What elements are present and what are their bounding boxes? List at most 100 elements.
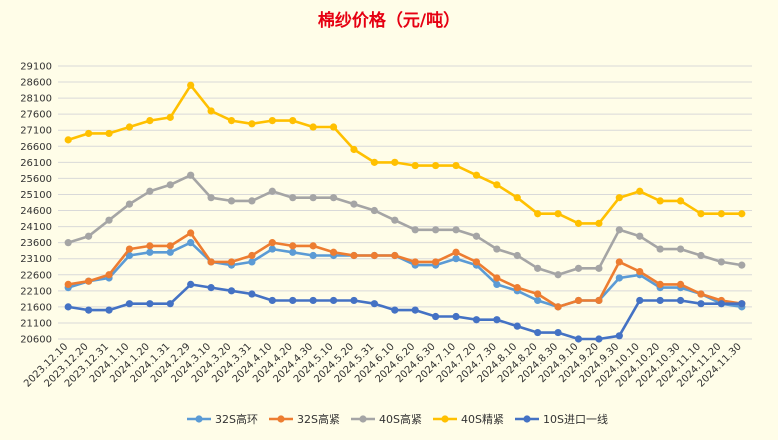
data-point <box>656 296 664 305</box>
data-point <box>493 181 501 189</box>
data-point <box>268 296 276 305</box>
data-point <box>513 251 521 260</box>
data-point <box>411 226 419 234</box>
data-point <box>636 187 644 195</box>
data-point <box>166 248 174 256</box>
y-tick-label: 29100 <box>20 62 52 73</box>
data-point <box>309 251 317 260</box>
data-point <box>85 232 93 240</box>
data-point <box>472 316 481 324</box>
data-point <box>125 245 134 253</box>
data-point <box>493 245 501 253</box>
data-point <box>187 81 195 89</box>
data-point <box>493 274 501 282</box>
data-point <box>554 271 562 279</box>
y-tick-label: 24600 <box>20 206 52 217</box>
data-point <box>534 210 542 218</box>
legend-swatch-marker <box>359 415 367 423</box>
data-point <box>227 258 236 266</box>
legend-swatch-marker <box>195 415 203 423</box>
series-line <box>67 84 742 225</box>
data-point <box>452 226 460 234</box>
data-point <box>738 300 746 308</box>
data-point <box>717 210 725 218</box>
data-point <box>738 210 746 218</box>
data-point <box>187 239 195 247</box>
data-point <box>615 226 623 234</box>
legend-entry: 32S高紧 <box>297 412 340 426</box>
data-point <box>656 280 664 288</box>
data-point <box>574 296 583 305</box>
data-point <box>248 120 256 128</box>
data-point <box>64 303 72 311</box>
y-tick-label: 22100 <box>20 286 52 297</box>
data-point <box>472 171 481 179</box>
data-point <box>595 335 603 343</box>
data-point <box>166 300 174 308</box>
data-point <box>289 296 297 305</box>
data-point <box>534 290 542 298</box>
data-point <box>309 296 317 305</box>
data-point <box>289 117 297 125</box>
data-point <box>309 123 317 131</box>
data-point <box>595 219 603 227</box>
series-line <box>67 283 742 341</box>
legend-entry: 32S高环 <box>215 412 258 426</box>
y-tick-label: 27600 <box>20 110 52 121</box>
y-tick-label: 25600 <box>20 174 52 185</box>
data-point <box>187 229 195 237</box>
data-point <box>187 171 195 179</box>
y-tick-label: 21100 <box>20 318 52 329</box>
y-tick-label: 26600 <box>20 142 52 153</box>
data-point <box>309 242 317 250</box>
data-point <box>207 107 215 115</box>
series-line <box>67 241 743 309</box>
data-point <box>697 210 705 218</box>
data-point <box>248 258 256 266</box>
legend-entry: 40S高紧 <box>379 412 422 426</box>
data-point <box>432 312 440 321</box>
data-point <box>125 300 134 308</box>
data-point <box>615 274 623 282</box>
data-point <box>391 216 399 224</box>
data-point <box>452 248 460 256</box>
data-point <box>248 290 256 298</box>
data-point <box>595 264 603 272</box>
data-point <box>636 267 644 276</box>
data-point <box>146 248 154 256</box>
data-point <box>85 129 93 138</box>
data-point <box>534 328 542 337</box>
data-point <box>513 322 521 330</box>
data-point <box>268 239 276 247</box>
data-point <box>636 232 644 240</box>
data-point <box>676 280 685 288</box>
data-point <box>166 113 174 121</box>
data-point <box>534 296 542 305</box>
legend-swatch-marker <box>441 415 449 423</box>
y-tick-label: 26100 <box>20 158 52 169</box>
data-point <box>493 280 501 288</box>
data-point <box>166 181 174 189</box>
data-point <box>227 287 236 295</box>
data-point <box>452 161 460 170</box>
data-point <box>452 312 460 321</box>
series-line <box>67 173 743 277</box>
data-point <box>289 248 297 256</box>
data-point <box>146 187 154 195</box>
data-point <box>248 251 256 260</box>
data-point <box>350 296 358 305</box>
data-point <box>64 136 72 144</box>
data-point <box>146 117 154 125</box>
data-point <box>370 251 378 260</box>
data-point <box>227 197 236 205</box>
data-point <box>513 194 521 202</box>
data-point <box>105 216 113 224</box>
data-point <box>166 242 174 250</box>
data-point <box>268 187 276 195</box>
data-point <box>329 248 338 256</box>
data-point <box>289 194 297 202</box>
data-point <box>85 277 93 285</box>
data-point <box>493 316 501 324</box>
data-point <box>636 296 644 305</box>
legend-swatch-marker <box>523 415 531 423</box>
